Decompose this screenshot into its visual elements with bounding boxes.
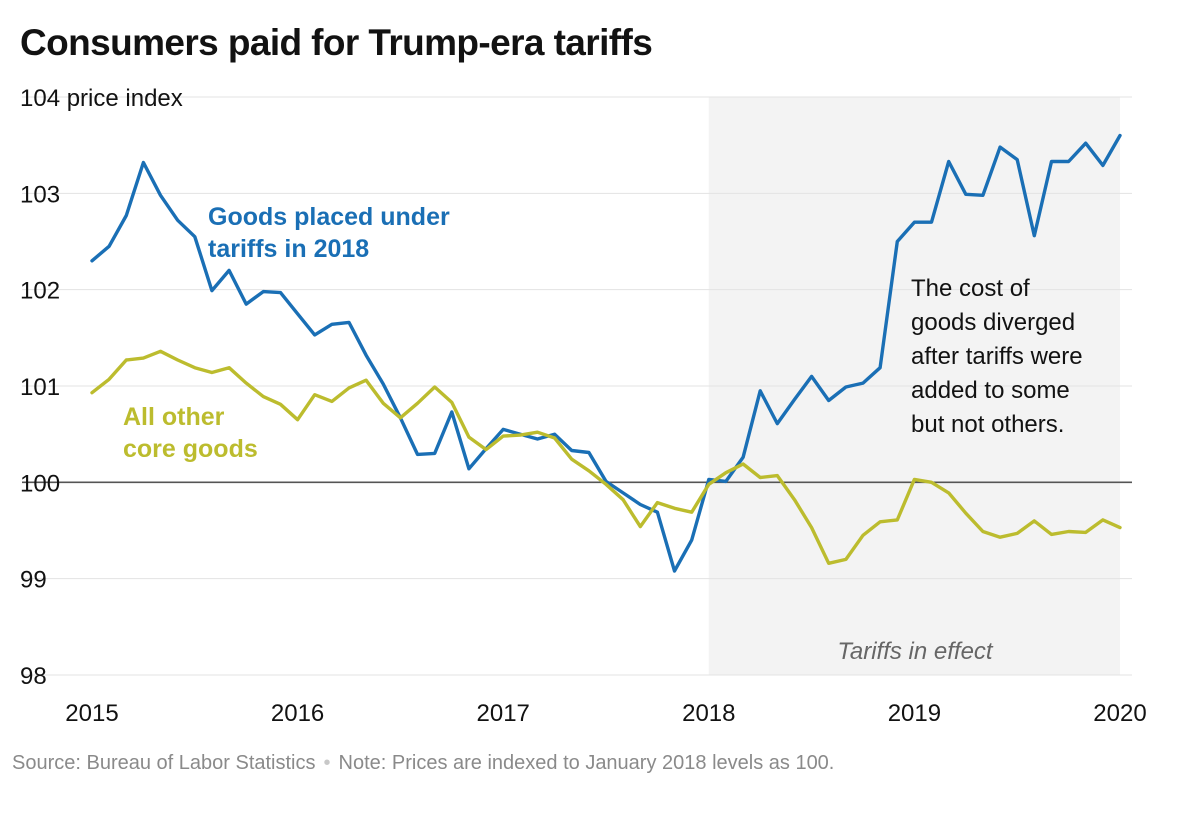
y-tick-label-99: 99 — [20, 567, 47, 594]
y-tick-label-98: 98 — [20, 663, 47, 690]
y-tick-label-100: 100 — [20, 470, 60, 497]
series-lines — [90, 133, 1122, 573]
x-tick-label-2018: 2018 — [682, 700, 735, 727]
x-tick-label-2019: 2019 — [888, 700, 941, 727]
y-tick-label-104: 104 price index — [20, 85, 183, 112]
x-tick-label-2017: 2017 — [477, 700, 530, 727]
x-tick-label-2016: 2016 — [271, 700, 324, 727]
other-core-goods-line — [90, 349, 1122, 565]
x-tick-label-2015: 2015 — [65, 700, 118, 727]
gridlines — [22, 96, 1132, 676]
y-tick-label-102: 102 — [20, 278, 60, 305]
y-tick-label-103: 103 — [20, 181, 60, 208]
axis-ticks: 98 99 100 101 102 103 104 price index 2015 2016 2… — [20, 85, 1147, 727]
x-tick-label-2020: 2020 — [1093, 700, 1146, 727]
source-note: Source: Bureau of Labor Statistics — [12, 752, 316, 774]
other-core-goods-label: All other core goods — [123, 403, 258, 463]
shaded-region-label: Tariffs in effect — [837, 638, 994, 665]
footer-separator: • — [323, 752, 331, 774]
chart-title: Consumers paid for Trump-era tariffs — [20, 22, 653, 63]
footer: Source: Bureau of Labor Statistics • Note:… — [12, 752, 834, 775]
y-tick-label-101: 101 — [20, 374, 60, 401]
divergence-annotation: The cost of goods diverged after tariffs w… — [911, 275, 1083, 438]
tariffed-goods-label: Goods placed under tariffs in 2018 — [208, 203, 450, 263]
tariffed-goods-line — [90, 133, 1122, 573]
chart-labels: Tariffs in effect Goods placed under tarif… — [123, 203, 1083, 665]
footnote: Note: Prices are indexed to January 2018… — [338, 752, 835, 774]
